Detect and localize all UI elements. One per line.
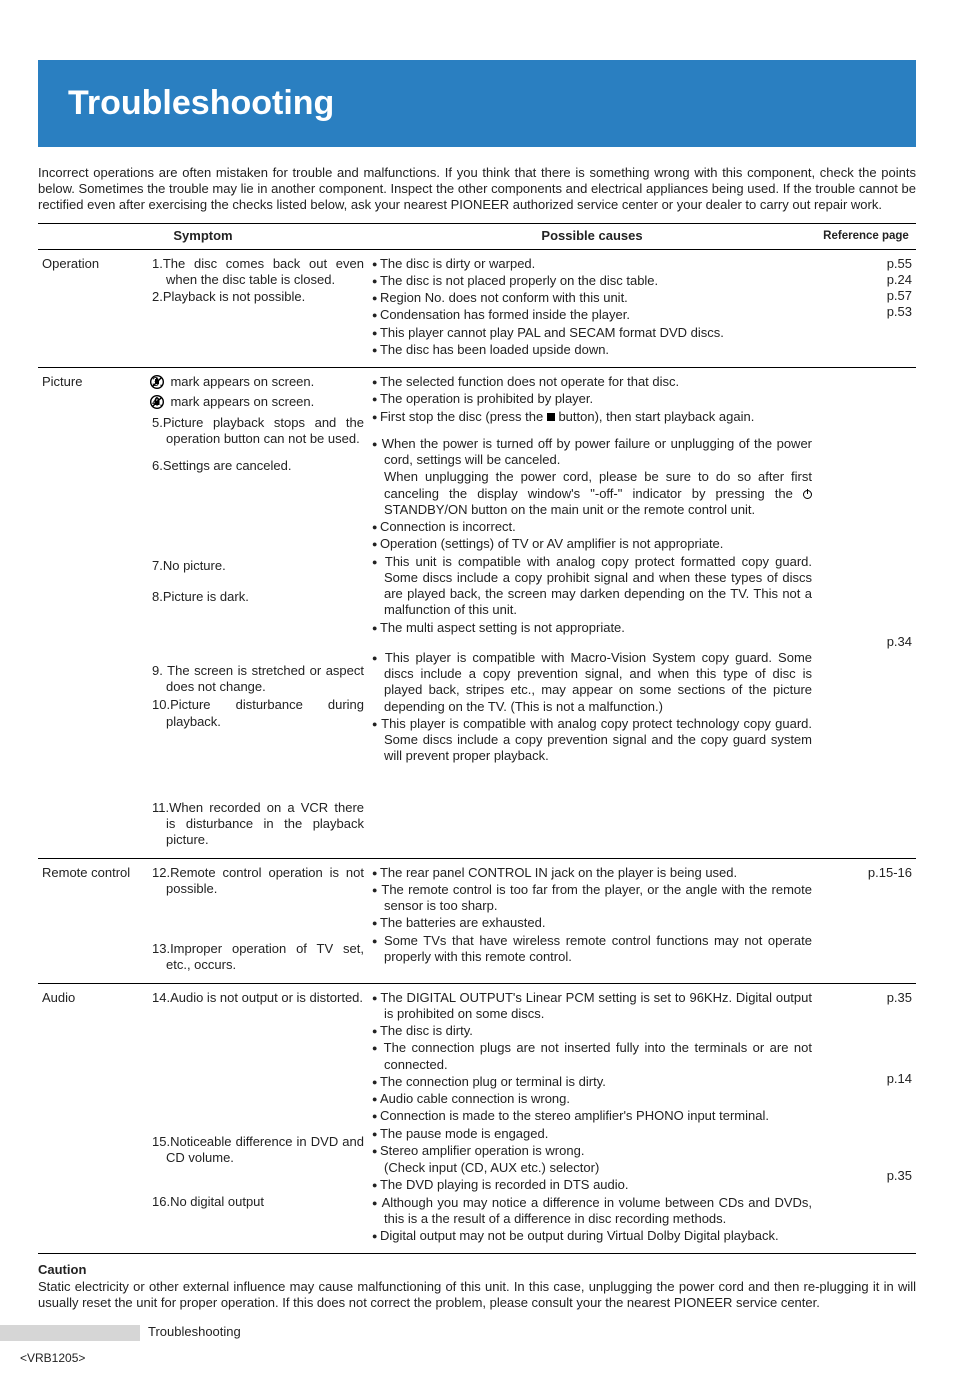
cause-item: The DIGITAL OUTPUT's Linear PCM setting … [372,990,812,1023]
cause-item: The disc is dirty or warped. [372,256,812,272]
category-cell: Audio [38,983,148,1254]
symptom-item: 12.Remote control operation is not possi… [166,865,364,898]
footer: Troubleshooting [38,1325,916,1345]
cause-item: Although you may notice a difference in … [372,1195,812,1228]
symptom-item: 16.No digital output [166,1194,364,1210]
symptom-item: 9. The screen is stretched or aspect doe… [166,663,364,696]
caution-label: Caution [38,1262,86,1277]
power-icon [803,490,812,499]
cause-item: The DVD playing is recorded in DTS audio… [372,1177,812,1193]
table-header-row: Symptom Possible causes Reference page [38,224,916,249]
prohibit-hand-icon [163,375,165,393]
symptom-item: 5.Picture playback stops and the operati… [166,415,364,448]
footer-section-label: Troubleshooting [148,1324,241,1340]
cause-item: When the power is turned off by power fa… [372,436,812,469]
intro-paragraph: Incorrect operations are often mistaken … [38,165,916,214]
reference-cell: p.34 [816,368,916,859]
cause-item: The pause mode is engaged. [372,1126,812,1142]
symptom-item: 15.Noticeable difference in DVD and CD v… [166,1134,364,1167]
cause-item: Audio cable connection is wrong. [372,1091,812,1107]
cause-item: The selected function does not operate f… [372,374,812,390]
symptom-item: 13.Improper operation of TV set, etc., o… [166,941,364,974]
cause-item: (Check input (CD, AUX etc.) selector) [372,1160,812,1176]
col-symptom: Symptom [38,224,368,249]
cause-item: The batteries are exhausted. [372,915,812,931]
document-id: <VRB1205> [20,1351,916,1366]
causes-cell: The rear panel CONTROL IN jack on the pl… [368,858,816,983]
table-row: Audio14.Audio is not output or is distor… [38,983,916,1254]
cause-item: This player is compatible with Macro-Vis… [372,650,812,715]
symptom-item: 10.Picture disturbance during playback. [166,697,364,730]
category-cell: Remote control [38,858,148,983]
reference-cell: p.55 p.24 p.57 p.53 [816,249,916,368]
causes-cell: The selected function does not operate f… [368,368,816,859]
col-reference: Reference page [816,224,916,249]
symptom-cell: 3. mark appears on screen.4. mark appear… [148,368,368,859]
cause-item: The connection plugs are not inserted fu… [372,1040,812,1073]
symptom-item: 7.No picture. [166,558,364,574]
symptom-item: 6.Settings are canceled. [166,458,364,474]
cause-item: The multi aspect setting is not appropri… [372,620,812,636]
symptom-item: 4. mark appears on screen. [166,394,364,413]
caution-text: Static electricity or other external inf… [38,1279,916,1312]
col-causes: Possible causes [368,224,816,249]
cause-item: This unit is compatible with analog copy… [372,554,812,619]
symptom-item: 2.Playback is not possible. [166,289,364,305]
causes-cell: The DIGITAL OUTPUT's Linear PCM setting … [368,983,816,1254]
category-cell: Picture [38,368,148,859]
cause-item: Connection is incorrect. [372,519,812,535]
cause-item: Connection is made to the stereo amplifi… [372,1108,812,1124]
symptom-item: 1.The disc comes back out even when the … [166,256,364,289]
reference-cell: p.15-16 [816,858,916,983]
symptom-cell: 1.The disc comes back out even when the … [148,249,368,368]
cause-item: Stereo amplifier operation is wrong. [372,1143,812,1159]
cause-item: The rear panel CONTROL IN jack on the pl… [372,865,812,881]
cause-item: The disc is not placed properly on the d… [372,273,812,289]
cause-item: Region No. does not conform with this un… [372,290,812,306]
table-row: Operation 1.The disc comes back out even … [38,249,916,368]
footer-grey-bar [0,1325,140,1341]
table-row: Picture3. mark appears on screen.4. mark… [38,368,916,859]
table-row: Remote control 12.Remote control operatio… [38,858,916,983]
symptom-item: 8.Picture is dark. [166,589,364,605]
cause-item: Some TVs that have wireless remote contr… [372,933,812,966]
cause-item: The disc is dirty. [372,1023,812,1039]
cause-item: When unplugging the power cord, please b… [372,469,812,518]
page-title: Troubleshooting [68,82,886,125]
category-cell: Operation [38,249,148,368]
symptom-item: 11.When recorded on a VCR there is distu… [166,800,364,849]
cause-item: The connection plug or terminal is dirty… [372,1074,812,1090]
cause-item: The disc has been loaded upside down. [372,342,812,358]
cause-item: First stop the disc (press the button), … [372,409,812,425]
cause-item: Digital output may not be output during … [372,1228,812,1244]
cause-item: The remote control is too far from the p… [372,882,812,915]
symptom-cell: 14.Audio is not output or is distorted. 1… [148,983,368,1254]
cause-item: This player cannot play PAL and SECAM fo… [372,325,812,341]
cause-item: Condensation has formed inside the playe… [372,307,812,323]
troubleshooting-table: Symptom Possible causes Reference page O… [38,223,916,1254]
symptom-item: 14.Audio is not output or is distorted. [166,990,364,1006]
reference-cell: p.35 p.14 p.35 [816,983,916,1254]
cause-item: Operation (settings) of TV or AV amplifi… [372,536,812,552]
symptom-cell: 12.Remote control operation is not possi… [148,858,368,983]
prohibit-lock-icon [163,395,165,413]
page-title-bar: Troubleshooting [38,60,916,147]
cause-item: This player is compatible with analog co… [372,716,812,765]
caution-block: Caution Static electricity or other exte… [38,1262,916,1311]
stop-icon [547,413,555,421]
causes-cell: The disc is dirty or warped.The disc is … [368,249,816,368]
symptom-item: 3. mark appears on screen. [166,374,364,393]
cause-item: The operation is prohibited by player. [372,391,812,407]
